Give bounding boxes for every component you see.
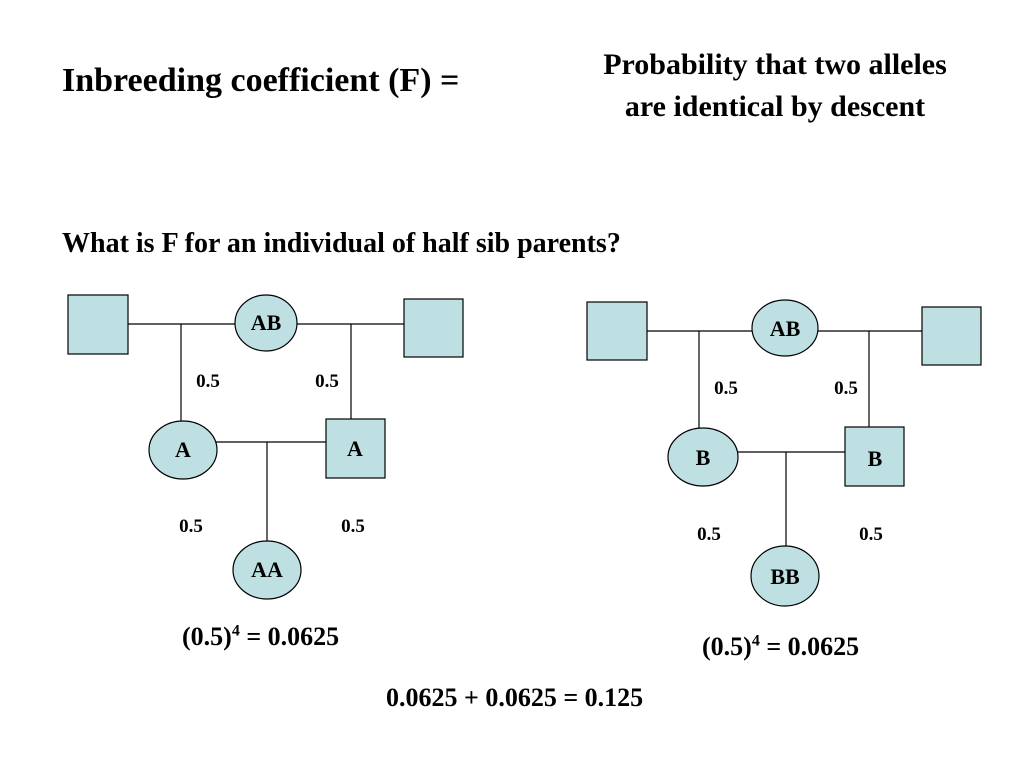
formula-left-result: = 0.0625 — [239, 622, 340, 651]
right-grandfather-1 — [586, 301, 648, 361]
left-parent-male — [325, 418, 386, 479]
left-common-ancestor — [234, 294, 298, 352]
right-common-ancestor-label: AB — [770, 316, 801, 341]
right-offspring — [750, 545, 820, 607]
formula-left: (0.5)4 = 0.0625 — [182, 622, 339, 652]
right-prob-upper-right: 0.5 — [834, 378, 858, 399]
pedigree-left-edge-labels: 0.5 0.5 0.5 0.5 — [179, 371, 365, 537]
formula-left-exponent: 4 — [231, 622, 240, 640]
pedigree-right-lines — [647, 330, 922, 547]
left-grandfather-2 — [403, 298, 464, 358]
left-common-ancestor-label: AB — [251, 310, 282, 335]
right-prob-upper-left: 0.5 — [714, 378, 738, 399]
pedigree-left-node-labels: AB A A AA — [175, 310, 363, 582]
definition: Probability that two alleles are identic… — [560, 44, 990, 128]
right-parent-female-label: B — [696, 445, 711, 470]
right-offspring-label: BB — [770, 564, 800, 589]
left-grandfather-1 — [67, 294, 129, 355]
pedigree-left-nodes — [67, 294, 464, 600]
right-grandfather-2 — [921, 306, 982, 366]
pedigree-right-node-labels: AB B B BB — [696, 316, 883, 589]
left-parent-male-label: A — [347, 436, 363, 461]
left-parent-female-label: A — [175, 437, 191, 462]
title: Inbreeding coefficient (F) = — [62, 62, 460, 99]
formula-right: (0.5)4 = 0.0625 — [702, 632, 859, 662]
pedigree-left-lines — [128, 323, 404, 542]
definition-line-1: Probability that two alleles — [603, 48, 947, 81]
right-parent-female — [667, 427, 739, 487]
formula-right-base: (0.5) — [702, 632, 752, 661]
right-parent-male-label: B — [868, 446, 883, 471]
right-parent-male — [844, 426, 905, 487]
left-prob-lower-left: 0.5 — [179, 516, 203, 537]
left-prob-upper-left: 0.5 — [196, 371, 220, 392]
definition-line-2: are identical by descent — [624, 90, 926, 123]
pedigree-right-edge-labels: 0.5 0.5 0.5 0.5 — [697, 378, 883, 545]
left-offspring-label: AA — [251, 557, 283, 582]
left-prob-upper-right: 0.5 — [315, 371, 339, 392]
left-offspring — [232, 540, 302, 600]
total-formula: 0.0625 + 0.0625 = 0.125 — [386, 683, 644, 712]
formula-right-result: = 0.0625 — [759, 632, 860, 661]
left-parent-female — [148, 420, 218, 480]
right-prob-lower-left: 0.5 — [697, 524, 721, 545]
pedigree-right-nodes — [586, 299, 982, 607]
formula-right-exponent: 4 — [751, 632, 760, 650]
left-prob-lower-right: 0.5 — [341, 516, 365, 537]
formula-left-base: (0.5) — [182, 622, 232, 651]
question: What is F for an individual of half sib … — [62, 228, 621, 259]
right-common-ancestor — [751, 299, 819, 357]
right-prob-lower-right: 0.5 — [859, 524, 883, 545]
